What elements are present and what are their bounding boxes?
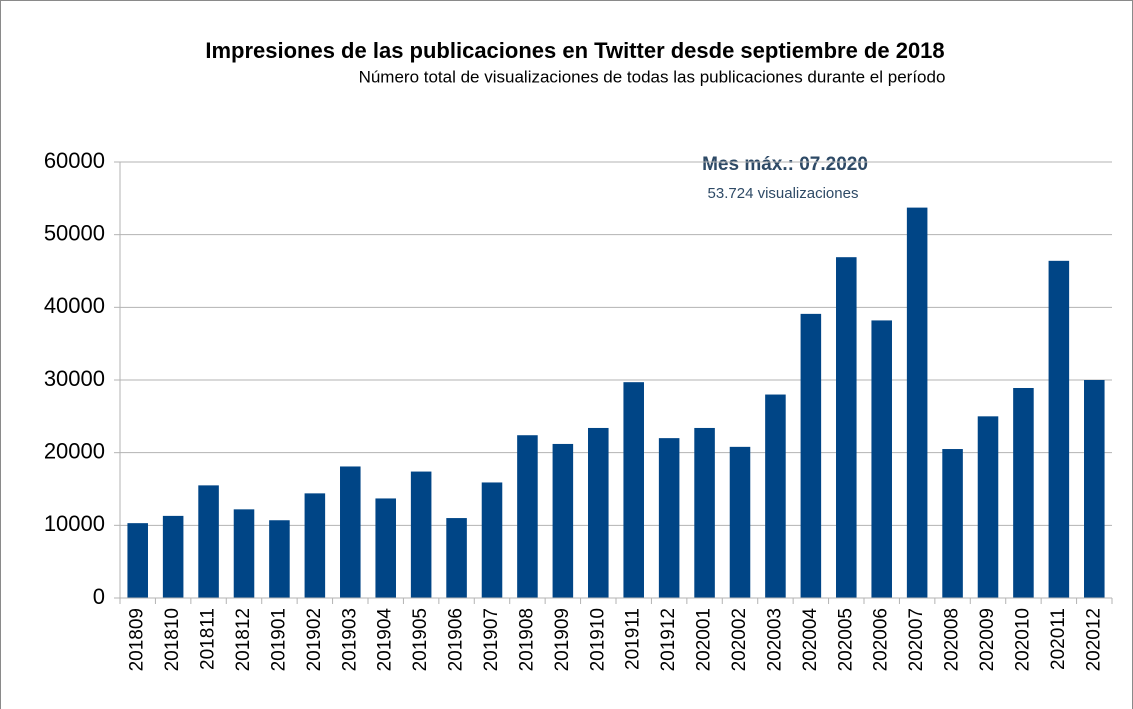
- bar: [765, 394, 786, 598]
- bar: [588, 427, 609, 598]
- bar: [198, 485, 219, 598]
- bar: [269, 520, 290, 598]
- x-tick-label: 201809: [127, 608, 148, 671]
- annotation-title: Mes máx.: 07.2020: [702, 154, 868, 175]
- bar: [233, 509, 255, 598]
- bar: [304, 493, 326, 598]
- x-tick-label: 201812: [233, 608, 254, 671]
- x-tick-label: 201910: [587, 608, 608, 671]
- y-tick-label: 20000: [44, 438, 105, 463]
- x-tick-label: 201911: [623, 608, 644, 670]
- x-tick-label: 201903: [339, 608, 360, 671]
- y-tick-label: 30000: [44, 366, 105, 391]
- bar: [340, 466, 361, 598]
- bar: [375, 498, 396, 598]
- x-tick-label: 202008: [942, 608, 963, 671]
- x-tick-label: 202012: [1083, 608, 1104, 671]
- x-tick-label: 202006: [871, 608, 892, 671]
- y-tick-label: 40000: [44, 293, 105, 318]
- y-tick-label: 0: [93, 584, 105, 609]
- x-tick-label: 202002: [729, 608, 750, 671]
- bar: [1048, 260, 1070, 598]
- x-tick-label: 201907: [481, 608, 502, 671]
- bar: [517, 435, 538, 598]
- x-tick-label: 201811: [198, 608, 219, 670]
- bar: [1084, 380, 1105, 598]
- bar: [942, 449, 963, 598]
- bar: [127, 523, 148, 598]
- x-tick-label: 201909: [552, 608, 573, 671]
- x-tick-label: 201810: [162, 608, 183, 671]
- bar: [836, 257, 857, 598]
- x-tick-label: 202010: [1012, 608, 1033, 671]
- chart-title: Impresiones de las publicaciones en Twit…: [205, 38, 944, 63]
- bar: [871, 320, 892, 598]
- bar: [800, 313, 822, 598]
- x-tick-label: 201901: [268, 608, 289, 671]
- bar: [446, 518, 467, 598]
- x-tick-label: 202007: [906, 608, 927, 671]
- chart-subtitle: Número total de visualizaciones de todas…: [359, 67, 946, 86]
- bar: [694, 427, 715, 598]
- bar: [410, 471, 432, 598]
- bar: [162, 515, 184, 598]
- bar: [552, 443, 574, 598]
- x-tick-label: 201904: [375, 608, 396, 672]
- x-tick-label: 202011: [1048, 608, 1069, 670]
- y-tick-label: 60000: [44, 148, 105, 173]
- bar: [623, 382, 644, 598]
- x-tick-label: 202001: [694, 608, 715, 671]
- x-tick-label: 202004: [800, 608, 821, 672]
- y-tick-label: 10000: [44, 511, 105, 536]
- x-tick-label: 201905: [410, 608, 431, 671]
- x-tick-label: 201912: [658, 608, 679, 671]
- bar: [906, 207, 928, 599]
- x-tick-label: 201902: [304, 608, 325, 671]
- bar: [977, 416, 999, 598]
- bar: [658, 438, 680, 598]
- x-tick-label: 202005: [835, 608, 856, 671]
- x-tick-label: 201908: [516, 608, 537, 671]
- x-tick-label: 202003: [764, 608, 785, 671]
- bar: [1013, 387, 1034, 598]
- x-tick-label: 202009: [977, 608, 998, 671]
- bar: [729, 446, 751, 598]
- x-tick-label: 201906: [446, 608, 467, 671]
- annotation-text: 53.724 visualizaciones: [708, 185, 859, 202]
- y-tick-label: 50000: [44, 220, 105, 245]
- bar: [481, 482, 503, 598]
